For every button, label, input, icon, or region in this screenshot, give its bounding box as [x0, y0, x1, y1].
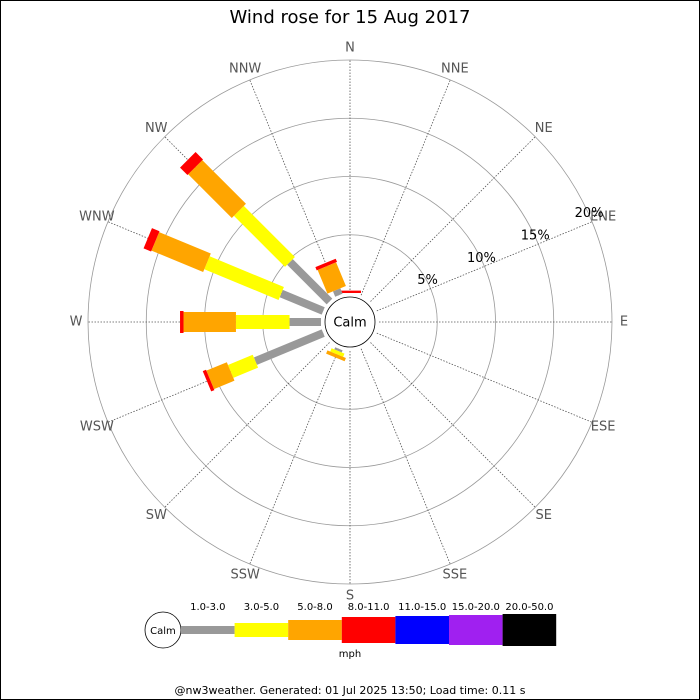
- bar-segment: [180, 152, 203, 175]
- bar-segment: [202, 370, 212, 393]
- legend-label: 3.0-5.0: [244, 602, 279, 613]
- legend-label: 11.0-15.0: [398, 602, 446, 613]
- bar-segment: [151, 232, 211, 272]
- direction-label: NW: [145, 121, 168, 136]
- bar-segment: [253, 329, 325, 365]
- bar-segment: [330, 348, 345, 357]
- bar-segment: [233, 205, 295, 267]
- legend-swatch: [181, 626, 235, 634]
- legend-swatch: [395, 616, 449, 644]
- bar-segment: [183, 312, 236, 332]
- bar-segment: [326, 350, 346, 362]
- legend-swatch: [449, 615, 503, 645]
- legend-label: 1.0-3.0: [190, 602, 225, 613]
- bar-segment: [287, 259, 333, 305]
- legend-label: 8.0-11.0: [348, 602, 390, 613]
- bar-segment: [339, 290, 361, 293]
- bar-segment: [143, 227, 153, 250]
- legend-label: 20.0-50.0: [505, 602, 553, 613]
- r-tick-label: 20%: [575, 206, 604, 221]
- calm-label: Calm: [333, 316, 366, 331]
- r-tick-label: 10%: [467, 251, 496, 266]
- legend-calm-label: Calm: [150, 626, 176, 637]
- r-tick-label: 5%: [417, 273, 438, 288]
- direction-label: W: [70, 315, 83, 330]
- direction-label: SSW: [230, 568, 260, 583]
- direction-label: ESE: [591, 419, 616, 434]
- direction-label: WNW: [79, 210, 115, 225]
- direction-label: E: [620, 315, 628, 330]
- calm-circle: [324, 296, 376, 348]
- bar-segment: [204, 256, 284, 300]
- r-tick-label: 15%: [521, 229, 550, 244]
- bar-segment: [143, 228, 160, 252]
- bar-segment: [188, 160, 246, 218]
- direction-label: WSW: [80, 419, 114, 434]
- legend-unit: mph: [339, 649, 361, 660]
- bar-segment: [315, 258, 338, 271]
- bar-segment: [227, 354, 259, 378]
- bar-segment: [317, 262, 346, 294]
- direction-label: NE: [535, 121, 553, 136]
- legend-swatch: [341, 617, 396, 643]
- bar-segment: [334, 347, 343, 353]
- direction-label: NNE: [441, 61, 469, 76]
- footer: @nw3weather. Generated: 01 Jul 2025 13:5…: [175, 684, 526, 697]
- bar-segment: [332, 288, 343, 297]
- direction-label: SE: [536, 508, 552, 523]
- legend-label: 15.0-20.0: [452, 602, 500, 613]
- legend-label: 5.0-8.0: [297, 602, 332, 613]
- direction-label: SW: [146, 508, 167, 523]
- grid-ring: [87, 59, 613, 585]
- legend-swatch: [502, 614, 557, 646]
- bar-segment: [206, 362, 235, 390]
- bar-segment: [180, 311, 184, 333]
- bar-segment: [202, 369, 215, 392]
- legend-swatch: [288, 620, 342, 640]
- bar-segment: [235, 315, 290, 329]
- legend-swatch: [234, 623, 289, 637]
- chart-title: Wind rose for 15 Aug 2017: [230, 7, 471, 28]
- direction-label: ENE: [590, 210, 616, 225]
- direction-label: NNW: [229, 61, 261, 76]
- bar-segment: [279, 289, 325, 315]
- direction-label: SSE: [442, 568, 467, 583]
- bar-segment: [289, 318, 321, 326]
- direction-label: S: [346, 589, 354, 604]
- direction-label: N: [345, 41, 355, 56]
